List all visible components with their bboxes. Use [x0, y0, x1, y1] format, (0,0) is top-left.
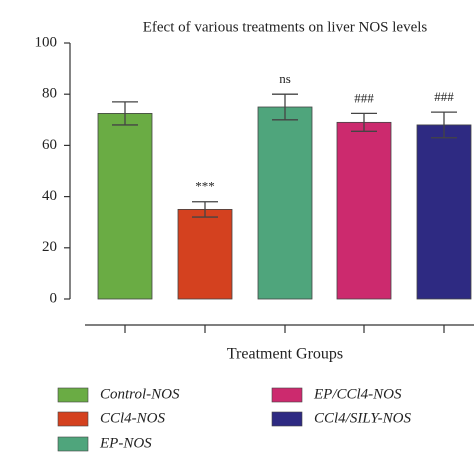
y-tick-label: 60 [42, 137, 57, 153]
y-tick-label: 0 [50, 290, 58, 306]
legend-swatch [271, 411, 303, 427]
error-bar [431, 111, 457, 139]
bar [97, 113, 153, 300]
legend-swatch [271, 387, 303, 403]
significance-label: *** [195, 179, 215, 194]
legend-swatch [57, 436, 89, 452]
y-tick-label: 100 [35, 34, 58, 50]
y-tick-label: 80 [42, 86, 57, 102]
chart-title: Efect of various treatments on liver NOS… [143, 19, 428, 35]
legend-label: EP-NOS [99, 435, 152, 451]
bar [416, 124, 472, 300]
significance-label: ns [279, 71, 291, 86]
legend-label: CCl4-NOS [100, 410, 166, 426]
bar [257, 106, 313, 300]
significance-label: ### [354, 90, 374, 105]
legend-label: EP/CCl4-NOS [313, 386, 402, 402]
x-axis-label: Treatment Groups [227, 346, 343, 363]
error-bar [112, 101, 138, 126]
legend-swatch [57, 387, 89, 403]
y-tick-label: 40 [42, 188, 57, 204]
legend-swatch [57, 411, 89, 427]
error-bar [351, 112, 377, 132]
bar [177, 208, 233, 300]
error-bar [272, 93, 298, 121]
y-tick-label: 20 [42, 239, 57, 255]
error-bar [192, 201, 218, 218]
bar [336, 121, 392, 300]
legend-label: CCl4/SILY-NOS [314, 410, 411, 426]
significance-label: ### [434, 89, 454, 104]
legend-label: Control-NOS [100, 386, 180, 402]
